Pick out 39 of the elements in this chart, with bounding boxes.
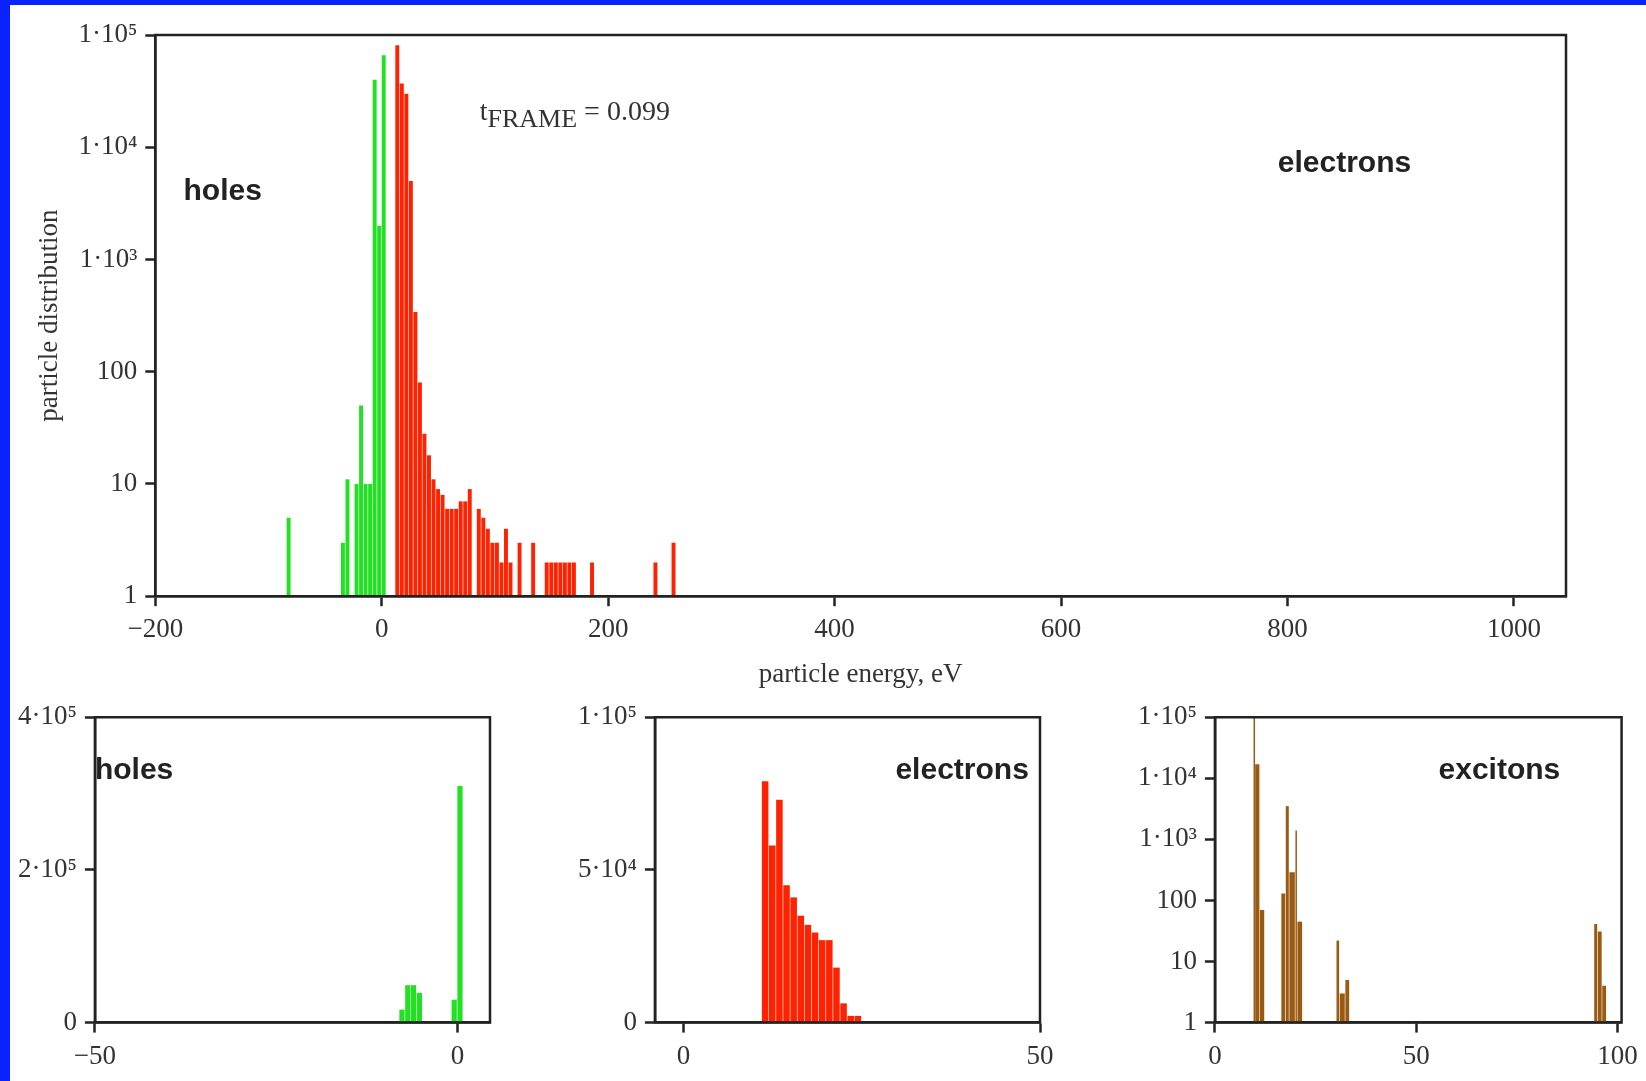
y-tick-label: 10: [1169, 944, 1197, 975]
x-tick-label: 600: [1040, 613, 1082, 644]
x-tick-label: 50: [1026, 1039, 1054, 1070]
x-tick-label: 0: [450, 1039, 465, 1070]
y-tick-label: 1: [1183, 1005, 1197, 1036]
y-tick-label: 0: [623, 1005, 637, 1036]
y-tick-label: 1·10⁵: [78, 18, 138, 49]
annotation: excitons: [1438, 751, 1561, 785]
y-tick-label: 2·10⁵: [18, 852, 77, 883]
y-axis-title: particle distribution: [33, 209, 64, 422]
x-tick-label: −200: [127, 613, 184, 644]
x-tick-label: 400: [814, 613, 855, 644]
annotation: holes: [94, 751, 174, 785]
x-tick-label: −50: [73, 1039, 117, 1070]
y-tick-label: 1·10³: [1139, 822, 1197, 853]
y-tick-label: 1·10⁴: [78, 130, 138, 161]
y-tick-label: 10: [110, 467, 138, 498]
x-tick-label: 0: [676, 1039, 691, 1070]
x-tick-label: 200: [587, 613, 629, 644]
y-tick-label: 100: [96, 354, 138, 385]
x-tick-label: 100: [1597, 1039, 1638, 1070]
annotation: electrons: [1277, 145, 1412, 179]
x-tick-label: 0: [374, 613, 389, 644]
y-tick-label: 1·10⁵: [1138, 700, 1197, 731]
annotation: holes: [183, 173, 262, 207]
x-tick-label: 1000: [1486, 613, 1541, 644]
x-tick-label: 50: [1402, 1039, 1430, 1070]
y-tick-label: 1: [123, 579, 138, 610]
y-tick-label: 100: [1156, 883, 1197, 914]
y-tick-label: 5·10⁴: [578, 852, 637, 883]
y-tick-label: 1·10⁴: [1138, 761, 1197, 792]
y-tick-label: 1·10⁵: [578, 700, 637, 731]
y-tick-label: 0: [63, 1005, 77, 1036]
y-tick-label: 1·10³: [79, 242, 138, 273]
x-tick-label: 0: [1208, 1039, 1222, 1070]
annotation: electrons: [895, 751, 1029, 785]
x-axis-title: particle energy, eV: [758, 657, 964, 688]
x-tick-label: 800: [1267, 613, 1308, 644]
y-tick-label: 4·10⁵: [18, 700, 77, 731]
